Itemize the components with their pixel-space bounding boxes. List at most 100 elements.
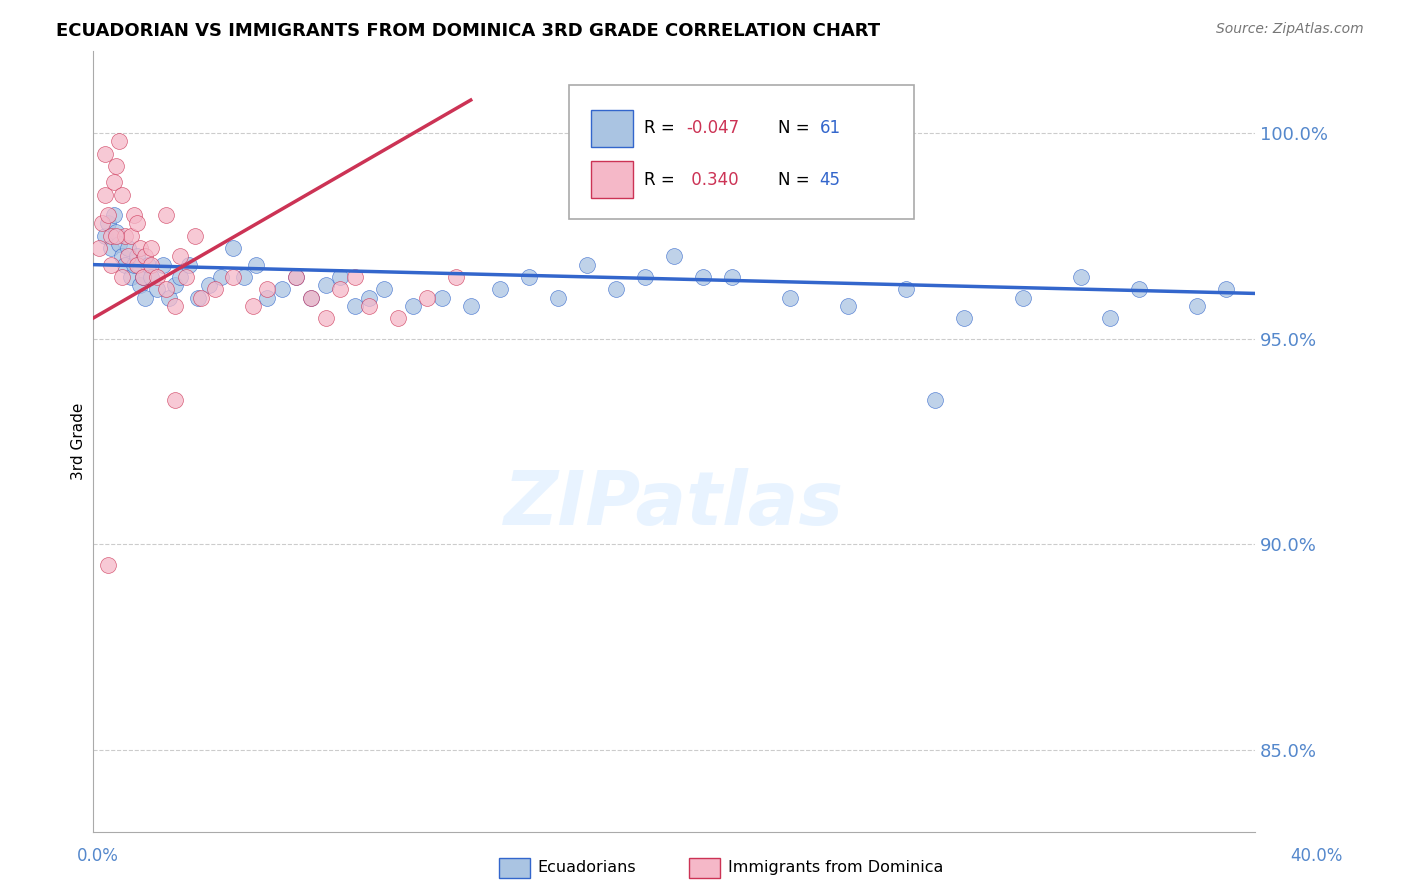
Point [187, 291, 209, 305]
Point [190, 291, 212, 305]
Point [87, 241, 110, 255]
Point [953, 311, 976, 326]
Point [108, 237, 131, 252]
Point [359, 291, 381, 305]
Point [209, 270, 232, 285]
Point [114, 228, 136, 243]
Point [444, 270, 467, 285]
Point [141, 270, 163, 285]
Point [122, 258, 145, 272]
Point [125, 217, 148, 231]
Point [299, 291, 322, 305]
Point [138, 258, 160, 272]
Point [146, 270, 169, 285]
Point [359, 299, 381, 313]
Point [117, 249, 139, 263]
Point [184, 228, 207, 243]
Point [1215, 282, 1237, 296]
Text: 40.0%: 40.0% [1291, 847, 1343, 865]
Text: Source: ZipAtlas.com: Source: ZipAtlas.com [1216, 22, 1364, 37]
Point [221, 241, 243, 255]
Point [163, 278, 186, 293]
Text: -0.047: -0.047 [686, 120, 740, 137]
Point [94, 228, 117, 243]
Point [131, 270, 153, 285]
Text: R =: R = [644, 120, 681, 137]
Point [100, 258, 122, 272]
Point [271, 282, 294, 296]
Text: N =: N = [778, 120, 814, 137]
Point [163, 393, 186, 408]
Text: ZIPatlas: ZIPatlas [503, 467, 844, 541]
Point [299, 291, 322, 305]
Point [97, 558, 120, 572]
Point [128, 278, 150, 293]
Point [152, 258, 174, 272]
Point [256, 291, 278, 305]
Point [131, 270, 153, 285]
Point [111, 249, 134, 263]
Point [125, 258, 148, 272]
Point [120, 228, 142, 243]
Point [90, 217, 112, 231]
Point [692, 270, 714, 285]
Point [1185, 299, 1208, 313]
Point [662, 249, 685, 263]
Point [221, 270, 243, 285]
Point [343, 299, 366, 313]
Point [605, 282, 627, 296]
Point [114, 258, 136, 272]
Text: Ecuadorians: Ecuadorians [537, 861, 636, 875]
Point [94, 187, 117, 202]
Point [128, 241, 150, 255]
Point [1011, 291, 1033, 305]
Point [141, 241, 163, 255]
Point [134, 249, 156, 263]
Point [134, 291, 156, 305]
Point [779, 291, 801, 305]
Point [103, 208, 125, 222]
Text: N =: N = [778, 171, 814, 189]
Point [517, 270, 540, 285]
Text: 45: 45 [820, 171, 841, 189]
Point [387, 311, 409, 326]
Point [111, 270, 134, 285]
Point [155, 282, 177, 296]
Text: Immigrants from Dominica: Immigrants from Dominica [728, 861, 943, 875]
Point [100, 228, 122, 243]
Point [329, 282, 352, 296]
Point [285, 270, 308, 285]
Point [198, 278, 221, 293]
Point [94, 146, 117, 161]
Point [634, 270, 657, 285]
Point [488, 282, 510, 296]
Point [460, 299, 482, 313]
Point [575, 258, 598, 272]
Point [120, 270, 142, 285]
Point [177, 258, 200, 272]
Point [141, 258, 163, 272]
Point [343, 270, 366, 285]
Point [111, 187, 134, 202]
Point [169, 249, 191, 263]
Point [329, 270, 352, 285]
Point [125, 249, 148, 263]
Point [373, 282, 395, 296]
Point [547, 291, 569, 305]
Point [315, 278, 337, 293]
Point [924, 393, 946, 408]
Point [416, 291, 439, 305]
Point [285, 270, 308, 285]
Point [122, 208, 145, 222]
Text: R =: R = [644, 171, 685, 189]
Point [174, 270, 197, 285]
Point [105, 228, 128, 243]
Point [169, 270, 191, 285]
Point [1070, 270, 1092, 285]
Point [163, 299, 186, 313]
Point [103, 175, 125, 189]
Text: ECUADORIAN VS IMMIGRANTS FROM DOMINICA 3RD GRADE CORRELATION CHART: ECUADORIAN VS IMMIGRANTS FROM DOMINICA 3… [56, 22, 880, 40]
Text: 0.340: 0.340 [686, 171, 738, 189]
Point [837, 299, 859, 313]
Point [105, 225, 128, 239]
